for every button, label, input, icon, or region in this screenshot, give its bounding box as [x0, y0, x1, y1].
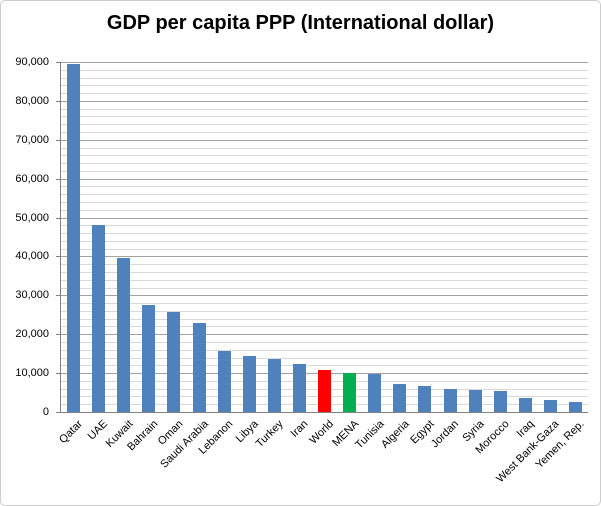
gridline-minor	[61, 365, 588, 367]
gridline-minor	[61, 116, 588, 118]
gridline-minor	[61, 287, 588, 289]
gridline-minor	[61, 85, 588, 87]
y-tick-mark	[56, 139, 60, 141]
gridline-minor	[61, 209, 588, 211]
y-tick-mark	[56, 256, 60, 258]
bar-uae	[92, 225, 106, 412]
gridline-minor	[61, 202, 588, 203]
y-tick-label-60-000: 60,000	[15, 172, 49, 185]
gridline-minor	[61, 225, 588, 227]
bar-algeria	[393, 384, 407, 412]
bar-morocco	[493, 391, 507, 412]
gridline-minor	[61, 93, 588, 95]
bar-iraq	[518, 397, 532, 412]
gridline-minor	[61, 248, 588, 250]
gridline-minor	[61, 326, 588, 328]
gridline-minor	[61, 303, 588, 305]
bar-west-bank-gaza	[543, 400, 557, 412]
gridline-minor	[61, 233, 588, 235]
gridline-minor	[61, 186, 588, 188]
gridline-major	[61, 334, 588, 336]
bar-egypt	[418, 385, 432, 412]
y-tick-label-20-000: 20,000	[15, 328, 49, 341]
gridline-minor	[61, 342, 588, 343]
bar-tunisia	[368, 373, 382, 412]
y-tick-mark	[56, 217, 60, 219]
gridline-major	[61, 295, 588, 297]
y-tick-label-70-000: 70,000	[15, 133, 49, 146]
gridline-minor	[61, 272, 588, 273]
y-tick-label-40-000: 40,000	[15, 250, 49, 263]
gridline-minor	[61, 69, 588, 71]
y-tick-mark	[56, 100, 60, 102]
bar-kuwait	[117, 258, 131, 412]
y-tick-mark	[56, 412, 60, 413]
gridline-minor	[61, 170, 588, 172]
gridline-minor	[61, 310, 588, 312]
x-tick-label-qatar: Qatar	[57, 418, 85, 446]
gridline-minor	[61, 357, 588, 359]
y-tick-label-90-000: 90,000	[15, 56, 49, 68]
bar-iran	[292, 363, 306, 412]
gridline-major	[61, 139, 588, 141]
y-tick-label-10-000: 10,000	[15, 367, 49, 380]
bar-lebanon	[217, 350, 231, 412]
y-tick-mark	[56, 334, 60, 336]
y-tick-label-50-000: 50,000	[15, 211, 49, 224]
gridline-minor	[61, 108, 588, 110]
gridline-major	[61, 62, 588, 63]
y-tick-label-0: 0	[42, 406, 49, 418]
bar-jordan	[443, 389, 457, 412]
gridline-major	[61, 100, 588, 102]
gridline-minor	[61, 132, 588, 133]
x-tick-label-turkey: Turkey	[253, 418, 286, 450]
gridline-minor	[61, 163, 588, 165]
gridline-minor	[61, 318, 588, 320]
bar-qatar	[67, 63, 80, 412]
gridline-minor	[61, 349, 588, 351]
bar-saudi-arabia	[192, 322, 206, 412]
y-tick-mark	[56, 178, 60, 180]
gridline-minor	[61, 77, 588, 79]
gridline-minor	[61, 279, 588, 281]
bar-oman	[167, 311, 181, 412]
bar-mena	[343, 373, 357, 412]
gridline-minor	[61, 155, 588, 157]
bar-bahrain	[142, 305, 156, 412]
bar-syria	[468, 390, 482, 412]
y-tick-label-80-000: 80,000	[15, 94, 49, 107]
chart-title: GDP per capita PPP (International dollar…	[106, 12, 495, 34]
bar-libya	[242, 356, 256, 412]
gridline-minor	[61, 194, 588, 196]
gridline-major	[61, 178, 588, 180]
gridline-minor	[61, 147, 588, 149]
x-tick-label-jordan: Jordan	[429, 418, 462, 451]
bar-turkey	[267, 358, 281, 412]
gridline-minor	[61, 264, 588, 266]
plot-area	[60, 62, 588, 413]
y-tick-mark	[56, 373, 60, 375]
y-tick-label-30-000: 30,000	[15, 289, 49, 302]
gridline-major	[61, 256, 588, 258]
bar-yemen-rep	[569, 401, 582, 412]
gridline-minor	[61, 124, 588, 126]
y-tick-mark	[56, 295, 60, 297]
y-tick-mark	[56, 62, 60, 63]
gridline-minor	[61, 240, 588, 242]
bar-world	[318, 369, 331, 412]
gridline-major	[61, 217, 588, 219]
